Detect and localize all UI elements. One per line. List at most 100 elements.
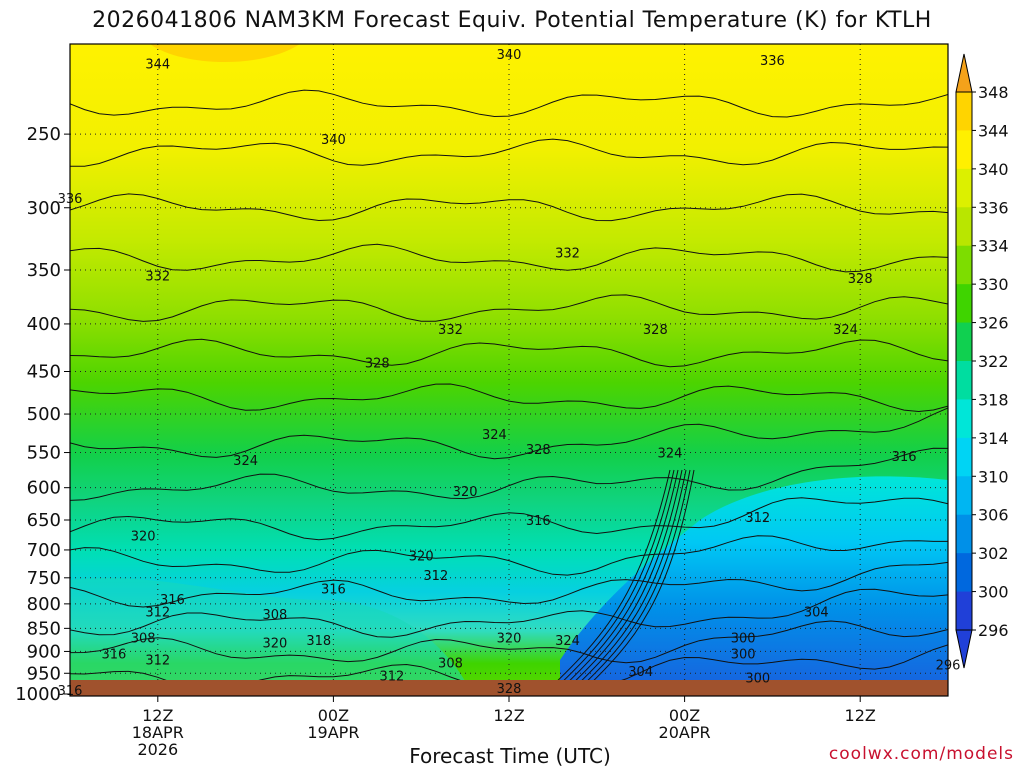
contour-label-2: 336 [760, 54, 785, 69]
contour-label-18: 316 [526, 514, 551, 529]
contour-label-23: 316 [160, 593, 185, 608]
contour-line-7 [70, 407, 948, 460]
colorbar-label-8: 318 [978, 390, 1009, 409]
front-contour-0 [547, 469, 671, 691]
x-tick-label-1-1: 19APR [307, 723, 359, 742]
colorbar-segment-0 [956, 92, 972, 131]
contour-label-15: 324 [658, 447, 683, 462]
colorbar-label-6: 326 [978, 314, 1009, 333]
grid-lines [70, 44, 948, 696]
contour-label-34: 316 [101, 648, 126, 663]
y-tick-label-900: 900 [27, 641, 61, 662]
contour-label-27: 304 [804, 605, 829, 620]
y-tick-label-850: 850 [27, 618, 61, 639]
y-tick-label-500: 500 [27, 404, 61, 425]
x-tick-label-4-0: 12Z [845, 706, 876, 725]
colorbar-segment-10 [956, 476, 972, 516]
terrain-ground [70, 680, 948, 696]
plot-area [70, 44, 948, 696]
colorbar-label-14: 296 [978, 621, 1009, 640]
colorbar-segment-6 [956, 322, 972, 362]
colorbar-label-11: 306 [978, 506, 1009, 525]
contour-label-17: 320 [453, 485, 478, 500]
contour-label-14: 328 [526, 443, 551, 458]
colorbar-segment-8 [956, 399, 972, 439]
x-axis-label: Forecast Time (UTC) [409, 744, 611, 768]
contour-label-25: 312 [145, 605, 170, 620]
x-tick-label-0-1: 18APR [132, 723, 184, 742]
contour-label-10: 324 [833, 323, 858, 338]
contour-label-36: 300 [731, 648, 756, 663]
colorbar-label-12: 302 [978, 544, 1009, 563]
contour-label-39: 312 [380, 669, 405, 684]
colorbar-segment-1 [956, 130, 972, 170]
contour-label-12: 324 [482, 428, 507, 443]
credit-link[interactable]: coolwx.com/models [828, 744, 1014, 764]
contour-label-29: 320 [262, 636, 287, 651]
y-tick-label-550: 550 [27, 443, 61, 464]
x-tick-label-3-0: 00Z [669, 706, 700, 725]
contour-label-37: 308 [438, 657, 463, 672]
colorbar-segment-5 [956, 284, 972, 324]
contour-label-35: 312 [145, 653, 170, 668]
lowlevel-moist-region [70, 577, 470, 690]
front-contour-1 [553, 469, 675, 691]
colorbar-segment-12 [956, 553, 972, 593]
contour-label-6: 332 [555, 246, 580, 261]
x-tick-label-0-0: 12Z [142, 706, 173, 725]
colorbar-label-2: 340 [978, 160, 1009, 179]
contour-label-40: 304 [628, 665, 653, 680]
contour-label-16: 316 [892, 450, 917, 465]
y-tick-label-300: 300 [27, 198, 61, 219]
contour-line-11 [70, 561, 948, 608]
y-tick-label-1000: 1000 [15, 684, 61, 705]
colorbar-segment-11 [956, 514, 972, 554]
colorbar-label-4: 334 [978, 237, 1009, 256]
colorbar-segment-4 [956, 245, 972, 285]
contour-label-8: 332 [438, 323, 463, 338]
front-contour-6 [583, 469, 695, 691]
contour-line-3 [70, 243, 948, 273]
contour-label-1: 340 [497, 48, 522, 63]
y-axis: 2503003504004505005506006507007508008509… [15, 124, 70, 705]
x-tick-label-1-0: 00Z [318, 706, 349, 725]
contour-label-30: 318 [306, 634, 331, 649]
cool-air-region [560, 476, 948, 696]
contour-label-21: 320 [409, 550, 434, 565]
warm-top-region [150, 44, 300, 63]
colorbar-label-13: 300 [978, 583, 1009, 602]
contour-label-41: 300 [745, 671, 770, 686]
y-tick-label-800: 800 [27, 594, 61, 615]
colorbar-label-5: 330 [978, 275, 1009, 294]
y-tick-label-400: 400 [27, 314, 61, 335]
front-contour-5 [577, 469, 691, 691]
contour-label-33: 300 [731, 632, 756, 647]
y-tick-label-700: 700 [27, 540, 61, 561]
colorbar-segment-9 [956, 437, 972, 477]
contour-label-24: 316 [321, 582, 346, 597]
contour-label-43: 328 [497, 682, 522, 697]
colorbar-label-0: 348 [978, 83, 1009, 102]
colorbar-label-3: 336 [978, 198, 1009, 217]
y-tick-label-350: 350 [27, 260, 61, 281]
front-contour-2 [559, 469, 679, 691]
contour-label-22: 312 [423, 569, 448, 584]
colorbar-segment-2 [956, 168, 972, 208]
colorbar-segment-7 [956, 361, 972, 400]
colorbar-label-9: 314 [978, 429, 1009, 448]
contour-label-13: 324 [233, 454, 258, 469]
colorbar: 348 344 340 336 334 330 326 322 318 314 310 306 302 3… [955, 53, 1009, 669]
colorbar-label-1: 344 [978, 121, 1009, 140]
colorbar-top-arrow [955, 53, 973, 93]
contour-label-9: 328 [643, 323, 668, 338]
contour-label-5: 332 [145, 270, 170, 285]
front-contour-4 [571, 469, 687, 691]
x-tick-label-3-1: 20APR [659, 723, 711, 742]
y-tick-label-950: 950 [27, 663, 61, 684]
contour-line-0 [70, 89, 948, 118]
contour-label-20: 320 [131, 529, 156, 544]
contour-line-9 [70, 497, 948, 541]
